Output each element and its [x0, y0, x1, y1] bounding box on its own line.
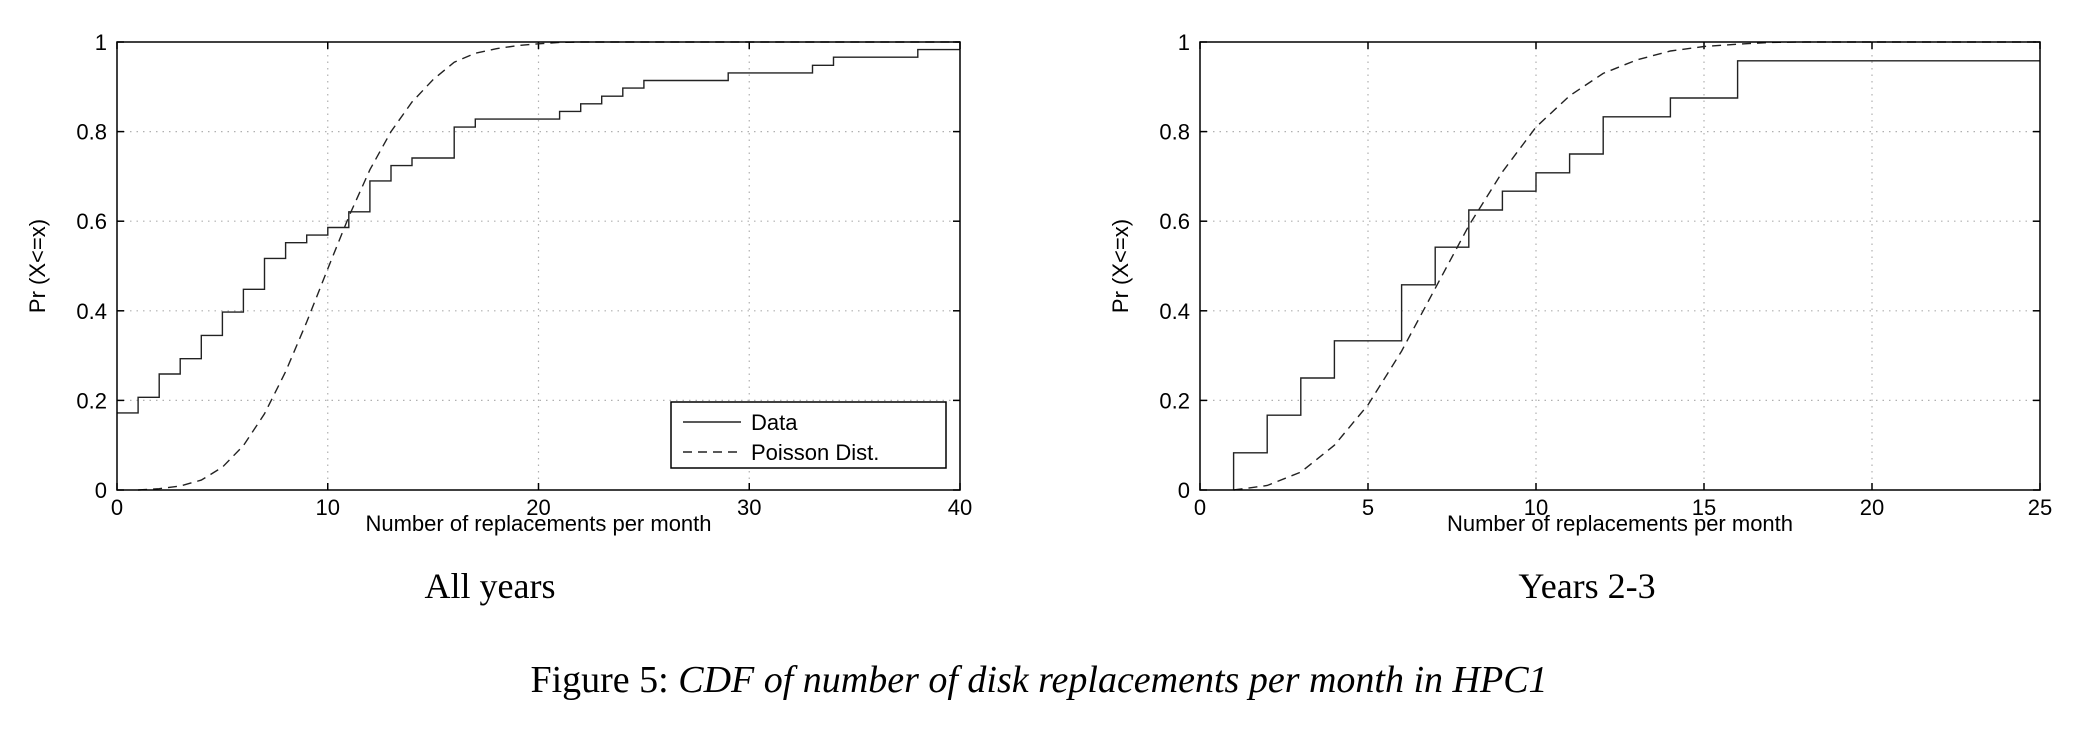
legend-label: Poisson Dist.: [751, 440, 879, 465]
chart-2: 0 5 10 15 20 25 0 0.2 0.4 0.6 0.8 1 Number of replac…: [1108, 30, 2052, 606]
plot-frame: [116, 41, 961, 491]
y-tick-label: 0.6: [76, 209, 107, 234]
series-line-poisson: [138, 41, 960, 491]
x-tick-label: 30: [737, 495, 761, 520]
y-axis-label: Pr (X<=x): [25, 219, 50, 313]
figure-caption: Figure 5: CDF of number of disk replacem…: [0, 658, 2078, 702]
y-tick-label: 0: [1178, 478, 1190, 503]
caption-text: CDF of number of disk replacements per m…: [678, 659, 1548, 701]
series-line-data: [117, 48, 960, 414]
y-tick-label: 0.8: [76, 120, 107, 145]
chart-1: 0 10 20 30 40 0 0.2 0.4 0.6 0.8 1 Number of replace…: [25, 30, 972, 606]
x-tick-label: 15: [1692, 495, 1716, 520]
y-tick-label: 0.2: [1159, 388, 1190, 413]
y-tick-label: 0.6: [1159, 209, 1190, 234]
y-tick-label: 0: [95, 478, 107, 503]
x-tick-label: 0: [1194, 495, 1206, 520]
caption-label: Figure 5:: [530, 659, 669, 701]
x-tick-label: 10: [316, 495, 340, 520]
subplot-title: All years: [425, 566, 556, 606]
series-line-poisson: [1233, 41, 2040, 491]
plot-frame: [1199, 41, 2041, 491]
x-tick-label: 5: [1362, 495, 1374, 520]
legend-label: Data: [751, 410, 798, 435]
y-tick-label: 0.2: [76, 388, 107, 413]
y-tick-label: 1: [95, 30, 107, 55]
subplot-title: Years 2-3: [1518, 566, 1655, 606]
x-tick-label: 0: [111, 495, 123, 520]
x-tick-label: 20: [1860, 495, 1884, 520]
y-tick-label: 1: [1178, 30, 1190, 55]
x-axis-label: Number of replacements per month: [1447, 511, 1793, 536]
x-tick-label: 10: [1524, 495, 1548, 520]
x-axis-label: Number of replacements per month: [365, 511, 711, 536]
series-line-data: [1232, 60, 2040, 490]
y-axis-label: Pr (X<=x): [1108, 219, 1133, 313]
legend-box: [670, 401, 947, 469]
x-tick-label: 20: [526, 495, 550, 520]
y-tick-label: 0.4: [76, 299, 107, 324]
x-tick-label: 25: [2028, 495, 2052, 520]
y-tick-label: 0.4: [1159, 299, 1190, 324]
x-tick-label: 40: [948, 495, 972, 520]
y-tick-label: 0.8: [1159, 120, 1190, 145]
